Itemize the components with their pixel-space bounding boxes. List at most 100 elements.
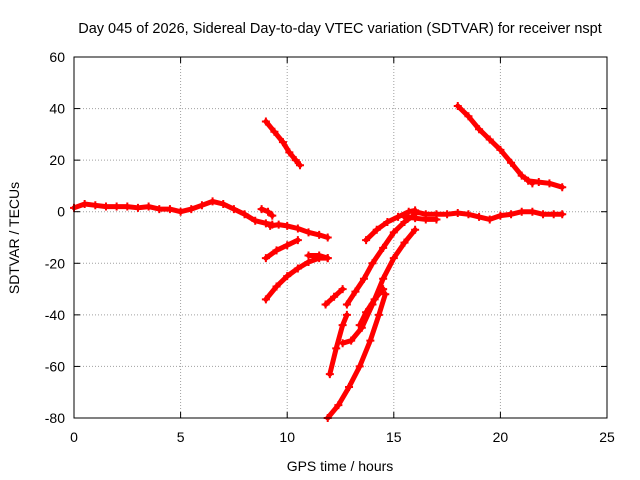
- data-point: [323, 233, 332, 242]
- data-point: [496, 145, 505, 154]
- x-tick-label: 5: [177, 429, 185, 445]
- data-point: [266, 221, 275, 230]
- data-point: [355, 321, 364, 330]
- series-trace: [525, 178, 565, 190]
- data-point: [368, 259, 377, 268]
- series-track-l: [323, 290, 390, 422]
- data-point: [372, 225, 381, 234]
- data-point: [293, 236, 302, 245]
- data-point: [291, 156, 300, 165]
- data-point: [304, 228, 313, 237]
- data-point: [123, 202, 132, 211]
- y-tick-label: -40: [45, 307, 65, 323]
- data-point: [251, 216, 260, 225]
- data-point: [338, 285, 347, 294]
- data-point: [295, 161, 304, 170]
- data-point: [112, 202, 121, 211]
- data-point: [464, 210, 473, 219]
- y-axis-label: SDTVAR / TECUs: [6, 182, 22, 294]
- y-tick-label: -60: [45, 358, 65, 374]
- data-point: [359, 274, 368, 283]
- data-point: [293, 224, 302, 233]
- data-point: [101, 202, 110, 211]
- series-track-g: [304, 251, 332, 263]
- data-point: [272, 282, 281, 291]
- data-point: [432, 215, 441, 224]
- plot-frame: [73, 56, 608, 419]
- data-point: [332, 344, 341, 353]
- data-point: [366, 336, 375, 345]
- data-point: [549, 210, 558, 219]
- chart-title: Day 045 of 2026, Sidereal Day-to-day VTE…: [78, 21, 602, 37]
- data-point: [443, 210, 452, 219]
- data-point: [507, 158, 516, 167]
- data-point: [219, 199, 228, 208]
- data-point: [355, 362, 364, 371]
- data-point: [304, 251, 313, 260]
- data-point: [411, 225, 420, 234]
- data-point: [261, 254, 270, 263]
- data-point: [80, 199, 89, 208]
- data-point: [534, 178, 543, 187]
- y-tick-label: 0: [57, 204, 65, 220]
- series-track-p: [400, 212, 441, 224]
- data-point: [278, 138, 287, 147]
- x-tick-label: 20: [493, 429, 509, 445]
- data-point: [334, 401, 343, 410]
- data-point: [91, 201, 100, 210]
- data-point: [187, 205, 196, 214]
- data-point: [240, 210, 249, 219]
- series-trace: [357, 286, 386, 328]
- series-track-m: [355, 285, 388, 330]
- data-point: [229, 205, 238, 214]
- y-tick-label: 40: [49, 101, 65, 117]
- data-point: [464, 112, 473, 121]
- data-point: [400, 212, 409, 221]
- data-point: [558, 183, 567, 192]
- series-trace: [455, 103, 535, 186]
- data-point: [274, 220, 283, 229]
- data-point: [379, 243, 388, 252]
- data-point: [453, 101, 462, 110]
- x-tick-label: 0: [70, 429, 78, 445]
- x-axis-label: GPS time / hours: [287, 458, 394, 474]
- x-tick-label: 25: [599, 429, 615, 445]
- series-track-j: [342, 210, 420, 309]
- data-point: [485, 215, 494, 224]
- series-track-a: [70, 197, 277, 229]
- data-point: [315, 230, 324, 239]
- data-point: [283, 241, 292, 250]
- data-point: [155, 205, 164, 214]
- data-point: [347, 336, 356, 345]
- series-track-r: [524, 176, 567, 192]
- data-point: [144, 202, 153, 211]
- data-point: [338, 339, 347, 348]
- data-point: [268, 211, 277, 220]
- data-point: [411, 214, 420, 223]
- x-tick-label: 15: [386, 429, 402, 445]
- y-tick-label: 20: [49, 152, 65, 168]
- data-point: [270, 127, 279, 136]
- data-point: [261, 295, 270, 304]
- data-point: [283, 272, 292, 281]
- data-point: [362, 308, 371, 317]
- data-point: [381, 290, 390, 299]
- data-point: [400, 238, 409, 247]
- data-point: [325, 370, 334, 379]
- data-point: [293, 264, 302, 273]
- y-tick-label: -80: [45, 410, 65, 426]
- data-point: [362, 236, 371, 245]
- data-points: [70, 101, 567, 422]
- series-track-c: [266, 220, 332, 242]
- y-tick-label: 60: [49, 49, 65, 65]
- data-point: [257, 205, 266, 214]
- data-point: [524, 176, 533, 185]
- data-point: [545, 179, 554, 188]
- data-point: [197, 201, 206, 210]
- data-point: [475, 212, 484, 221]
- series-track-i: [325, 310, 351, 379]
- series-trace: [327, 312, 350, 377]
- series-track-b: [257, 205, 277, 220]
